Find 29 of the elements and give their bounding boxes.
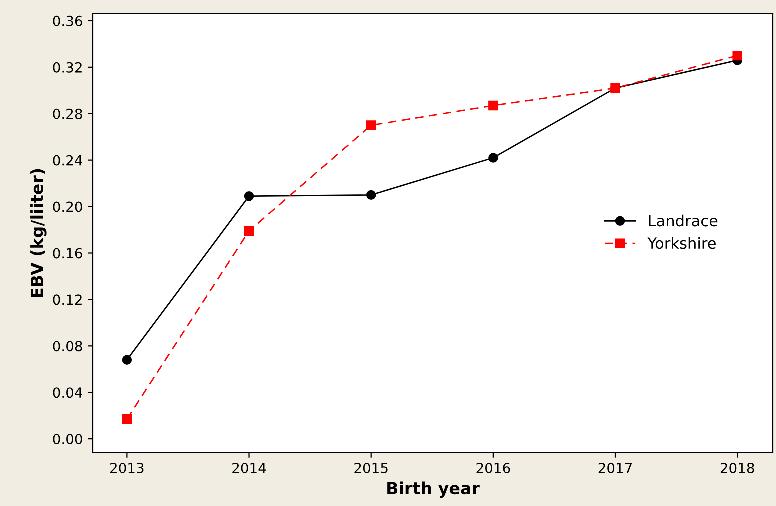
x-tick-label: 2016: [476, 462, 510, 474]
y-tick-label: 0.36: [53, 16, 82, 26]
x-tick-label: 2015: [354, 462, 388, 474]
point: [122, 355, 132, 365]
y-tick-label: 0.08: [53, 341, 82, 352]
y-tick-label: 0.32: [53, 62, 82, 73]
x-tick-label: 2018: [720, 462, 754, 474]
point: [366, 120, 376, 130]
y-axis-title: EBV (kg/liiter): [30, 169, 47, 298]
y-tick-label: 0.00: [53, 434, 82, 445]
y-tick-label: 0.24: [53, 155, 82, 166]
point: [488, 100, 498, 111]
legend-label: Yorkshire: [648, 237, 716, 250]
point: [244, 191, 254, 202]
y-tick-label: 0.20: [53, 202, 82, 212]
y-tick-label: 0.04: [53, 388, 82, 398]
point: [488, 153, 498, 163]
y-tick-label: 0.28: [53, 108, 82, 120]
x-tick-label: 2017: [598, 462, 632, 474]
y-tick-label: 0.16: [53, 248, 82, 259]
point: [732, 50, 742, 61]
y-tick-label: 0.12: [53, 294, 82, 306]
x-tick-label: 2014: [232, 462, 266, 474]
x-tick-label: 2013: [110, 462, 144, 474]
point: [122, 414, 132, 424]
point: [366, 190, 376, 200]
x-axis-title: Birth year: [388, 482, 480, 498]
legend-label: Landrace: [649, 214, 718, 227]
point: [244, 226, 254, 236]
